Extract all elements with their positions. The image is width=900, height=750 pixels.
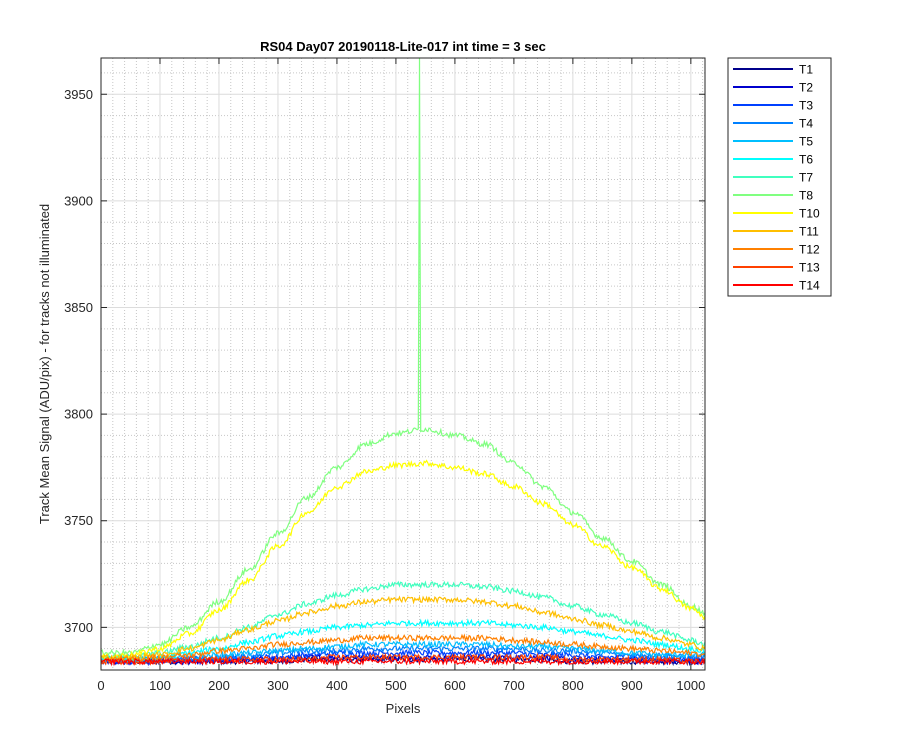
y-tick-label: 3850 bbox=[64, 300, 93, 315]
legend-label-t6: T6 bbox=[799, 153, 813, 167]
x-tick-label: 200 bbox=[208, 678, 230, 693]
legend-label-t10: T10 bbox=[799, 207, 820, 221]
x-tick-label: 300 bbox=[267, 678, 289, 693]
legend-label-t13: T13 bbox=[799, 261, 820, 275]
y-tick-label: 3750 bbox=[64, 513, 93, 528]
y-tick-label: 3700 bbox=[64, 620, 93, 635]
plot-area-background bbox=[101, 58, 705, 670]
chart-title: RS04 Day07 20190118-Lite-017 int time = … bbox=[260, 39, 546, 54]
series-line-t6 bbox=[101, 618, 705, 664]
x-tick-label: 800 bbox=[562, 678, 584, 693]
y-tick-label: 3900 bbox=[64, 193, 93, 208]
x-tick-label: 0 bbox=[97, 678, 104, 693]
y-axis-label: Track Mean Signal (ADU/pix) - for tracks… bbox=[37, 204, 52, 524]
series-line-t14 bbox=[101, 656, 705, 667]
legend-label-t3: T3 bbox=[799, 99, 813, 113]
legend-label-t8: T8 bbox=[799, 189, 813, 203]
legend-label-t11: T11 bbox=[799, 225, 819, 239]
series-line-t8 bbox=[101, 58, 705, 657]
legend-label-t5: T5 bbox=[799, 135, 813, 149]
grid bbox=[100, 58, 705, 671]
x-ticks: 0 100 200 300 400 500 600 700 800 900 1000 bbox=[97, 58, 705, 693]
x-tick-label: 900 bbox=[621, 678, 643, 693]
series-line-t12 bbox=[101, 633, 705, 664]
x-tick-label: 600 bbox=[444, 678, 466, 693]
x-tick-label: 1000 bbox=[676, 678, 705, 693]
y-ticks: 3700 3750 3800 3850 3900 3950 bbox=[64, 87, 705, 635]
legend-label-t12: T12 bbox=[799, 243, 820, 257]
legend-label-t4: T4 bbox=[799, 117, 813, 131]
legend: T1 T2 T3 T4 T5 T6 T7 T8 T10 T11 T12 T13 T14 bbox=[727, 57, 832, 297]
x-tick-label: 500 bbox=[385, 678, 407, 693]
x-axis-label: Pixels bbox=[386, 701, 421, 716]
series-line-t11 bbox=[101, 595, 705, 662]
legend-label-t14: T14 bbox=[799, 279, 820, 293]
legend-label-t2: T2 bbox=[799, 81, 813, 95]
x-tick-label: 400 bbox=[326, 678, 348, 693]
axes-box bbox=[100, 57, 706, 671]
y-tick-label: 3800 bbox=[64, 407, 93, 422]
series-line-t7 bbox=[101, 580, 705, 662]
x-tick-label: 700 bbox=[503, 678, 525, 693]
x-tick-label: 100 bbox=[149, 678, 171, 693]
legend-label-t1: T1 bbox=[799, 63, 813, 77]
legend-label-t7: T7 bbox=[799, 171, 813, 185]
series-line-t10 bbox=[101, 459, 705, 661]
y-tick-label: 3950 bbox=[64, 87, 93, 102]
series-lines bbox=[101, 58, 705, 667]
series-line-t13 bbox=[101, 652, 705, 666]
